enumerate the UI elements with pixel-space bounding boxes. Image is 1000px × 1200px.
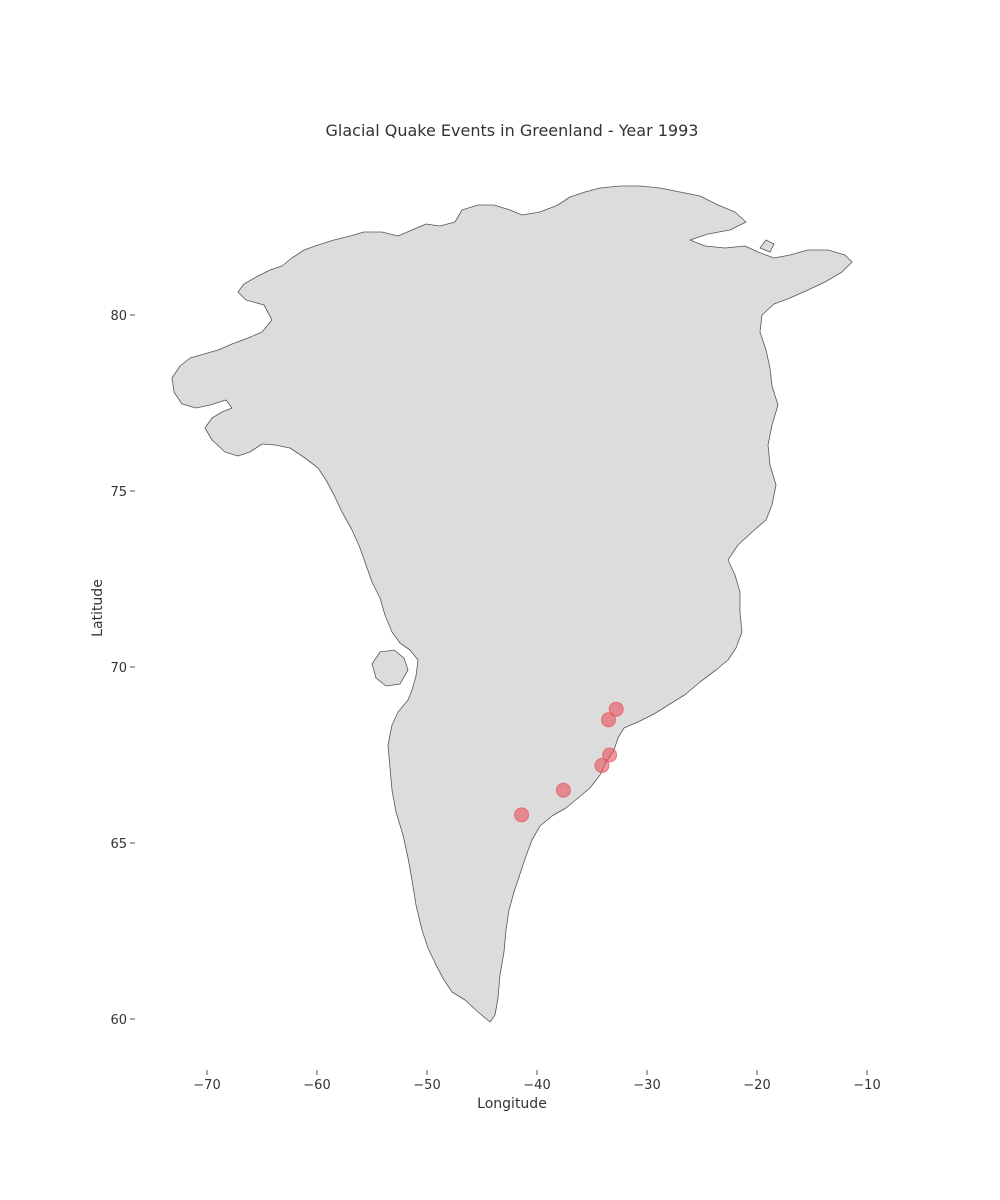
y-tick-label: 60	[110, 1013, 127, 1028]
quake-point	[602, 747, 618, 763]
chart-title: Glacial Quake Events in Greenland - Year…	[326, 121, 699, 140]
x-tick-label: −30	[633, 1078, 660, 1093]
quake-point	[608, 701, 624, 717]
y-tick-label: 75	[110, 485, 127, 500]
greenland-landmass	[171, 185, 853, 1023]
x-tick-label: −50	[413, 1078, 440, 1093]
x-axis: −70 −60 −50 −40 −30 −20 −10	[193, 1070, 881, 1093]
x-tick-label: −60	[303, 1078, 330, 1093]
y-tick-label: 80	[110, 309, 127, 324]
y-tick-label: 70	[110, 661, 127, 676]
y-axis-title: Latitude	[90, 579, 106, 637]
x-tick-label: −70	[193, 1078, 220, 1093]
x-tick-label: −10	[853, 1078, 880, 1093]
y-tick-label: 65	[110, 837, 127, 852]
x-tick-label: −20	[743, 1078, 770, 1093]
quake-points	[514, 701, 624, 823]
quake-point	[594, 758, 610, 774]
greenland-mainland	[171, 185, 853, 1023]
y-axis: 60 65 70 75 80	[110, 309, 135, 1028]
northeast-island	[759, 239, 775, 253]
quake-point	[601, 712, 616, 728]
quake-point	[514, 807, 530, 823]
x-axis-title: Longitude	[477, 1096, 547, 1112]
quake-point	[555, 782, 571, 798]
disko-island	[371, 649, 409, 687]
x-tick-label: −40	[523, 1078, 550, 1093]
